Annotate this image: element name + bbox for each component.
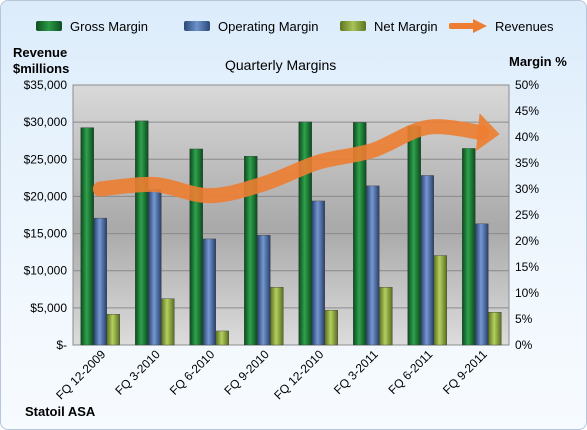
operating-margin-bar <box>420 175 434 346</box>
x-axis-tick-label: FQ 3-2011 <box>331 347 381 397</box>
legend-item-net-margin: Net Margin <box>340 13 438 39</box>
x-axis-tick-label: FQ 12-2010 <box>271 347 326 402</box>
net-margin-swatch <box>340 21 366 31</box>
revenue-line <box>92 119 490 204</box>
operating-margin-bar <box>257 235 271 346</box>
operating-margin-bar <box>366 185 380 346</box>
x-axis-tick-label: FQ 9-2010 <box>221 347 272 398</box>
right-axis-title: Margin % <box>509 54 567 69</box>
chart-legend: Gross Margin Operating Margin Net Margin… <box>21 13 581 39</box>
gross-margin-bar <box>80 127 94 346</box>
right-axis-tick-label: 50% <box>515 78 539 92</box>
net-margin-bar <box>215 330 229 346</box>
x-axis-tick-label: FQ 6-2011 <box>386 347 436 397</box>
x-axis-tick-label: FQ 9-2011 <box>440 347 490 397</box>
company-name: Statoil ASA <box>25 404 96 419</box>
legend-label-gross-margin: Gross Margin <box>70 18 149 34</box>
legend-label-net-margin: Net Margin <box>374 18 438 34</box>
left-axis-title-text: Revenue $millions <box>13 45 70 76</box>
left-axis-tick-label: $20,000 <box>24 189 68 203</box>
left-axis-tick-label: $10,000 <box>24 264 68 278</box>
gross-margin-bar <box>407 125 421 346</box>
gross-margin-bar <box>189 148 203 346</box>
legend-label-revenues: Revenues <box>495 18 554 34</box>
left-axis-tick-label: $35,000 <box>24 78 68 92</box>
right-axis-tick-label: 15% <box>515 260 539 274</box>
x-axis-tick-label: FQ 12-2009 <box>53 347 108 402</box>
x-axis-tick-label: FQ 3-2010 <box>112 347 163 398</box>
right-axis-tick-label: 40% <box>515 130 539 144</box>
right-axis-tick-label: 45% <box>515 104 539 118</box>
legend-label-operating-margin: Operating Margin <box>218 18 319 34</box>
gross-margin-bar <box>135 120 149 346</box>
left-axis-tick-label: $25,000 <box>24 152 68 166</box>
gross-margin-bar <box>298 121 312 346</box>
net-margin-bar <box>488 312 502 346</box>
operating-margin-bar <box>148 189 162 346</box>
right-axis-tick-label: 30% <box>515 182 539 196</box>
right-axis-tick-label: 5% <box>515 312 533 326</box>
operating-margin-swatch <box>184 21 210 31</box>
legend-item-operating-margin: Operating Margin <box>184 13 318 39</box>
left-axis-title: Revenue $millions <box>13 45 83 77</box>
operating-margin-bar <box>93 217 107 346</box>
left-axis-tick-label: $15,000 <box>24 227 68 241</box>
right-axis-tick-label: 20% <box>515 234 539 248</box>
gross-margin-bar <box>462 148 476 346</box>
net-margin-bar <box>433 255 447 346</box>
right-axis-tick-label: 25% <box>515 208 539 222</box>
right-axis-tick-label: 35% <box>515 156 539 170</box>
left-axis-tick-label: $5,000 <box>30 301 67 315</box>
right-axis-tick-label: 0% <box>515 338 533 352</box>
left-axis-tick-label: $- <box>56 338 67 352</box>
left-axis-tick-label: $30,000 <box>24 115 68 129</box>
operating-margin-bar <box>475 223 489 346</box>
right-axis-tick-label: 10% <box>515 286 539 300</box>
net-margin-bar <box>379 287 393 346</box>
x-axis-tick-label: FQ 6-2010 <box>167 347 218 398</box>
net-margin-bar <box>161 298 175 346</box>
revenue-arrowhead <box>475 113 500 152</box>
net-margin-bar <box>270 287 284 346</box>
chart-title: Quarterly Margins <box>225 57 337 73</box>
gross-margin-swatch <box>36 21 62 31</box>
legend-item-revenues: Revenues <box>449 13 554 39</box>
revenue-arrow-icon <box>449 19 487 33</box>
net-margin-bar <box>324 309 338 346</box>
operating-margin-bar <box>311 200 325 346</box>
operating-margin-bar <box>202 238 216 346</box>
legend-item-gross-margin: Gross Margin <box>36 13 148 39</box>
net-margin-bar <box>106 314 120 346</box>
